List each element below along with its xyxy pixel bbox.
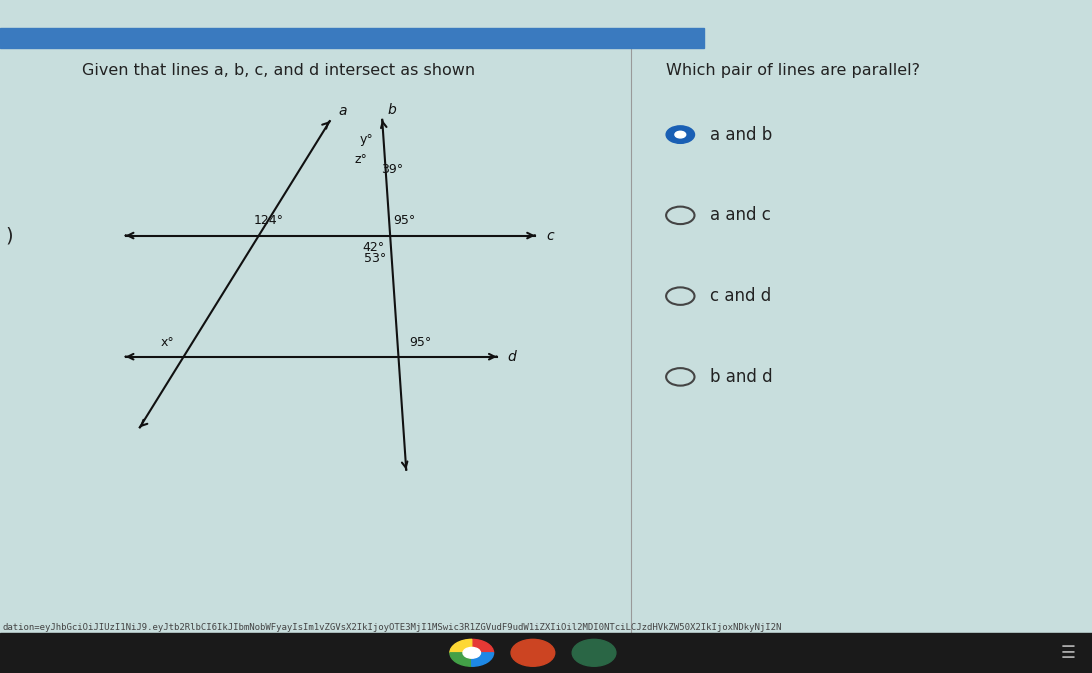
Text: 42°: 42°: [363, 241, 384, 254]
Text: y°: y°: [360, 133, 373, 147]
Text: dation=eyJhbGciOiJIUzI1NiJ9.eyJtb2RlbCI6IkJIbmNobWFyayIsIm1vZGVsX2IkIjoyOTE3MjI1: dation=eyJhbGciOiJIUzI1NiJ9.eyJtb2RlbCI6…: [2, 623, 782, 632]
Text: ): ): [5, 226, 13, 245]
Text: Given that lines a, b, c, and d intersect as shown: Given that lines a, b, c, and d intersec…: [82, 63, 475, 78]
FancyBboxPatch shape: [0, 28, 704, 48]
Circle shape: [463, 647, 480, 658]
Text: x°: x°: [161, 336, 175, 349]
Text: ☰: ☰: [1060, 644, 1076, 662]
Circle shape: [666, 126, 695, 143]
Text: 95°: 95°: [393, 215, 415, 227]
Text: 39°: 39°: [381, 164, 404, 176]
Circle shape: [511, 639, 555, 666]
Text: c and d: c and d: [710, 287, 771, 305]
FancyBboxPatch shape: [0, 633, 1092, 673]
Text: 53°: 53°: [365, 252, 387, 265]
Text: c: c: [546, 229, 554, 242]
Text: a and b: a and b: [710, 126, 772, 143]
Wedge shape: [472, 639, 494, 653]
Text: 95°: 95°: [410, 336, 431, 349]
Text: Which pair of lines are parallel?: Which pair of lines are parallel?: [666, 63, 921, 78]
Text: 124°: 124°: [254, 215, 284, 227]
Text: b and d: b and d: [710, 368, 772, 386]
Wedge shape: [472, 653, 494, 666]
Wedge shape: [450, 639, 472, 653]
Text: b: b: [388, 103, 396, 117]
Wedge shape: [450, 653, 472, 666]
Text: d: d: [508, 350, 517, 363]
Circle shape: [675, 131, 686, 138]
Circle shape: [572, 639, 616, 666]
Text: a and c: a and c: [710, 207, 771, 224]
Text: a: a: [339, 104, 347, 118]
Text: z°: z°: [355, 153, 367, 166]
